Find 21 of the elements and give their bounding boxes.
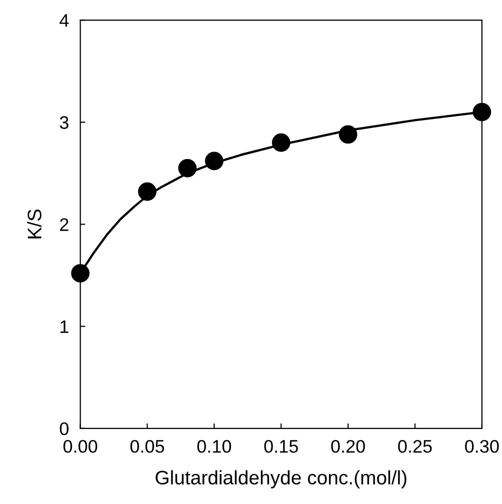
point: [472, 102, 492, 122]
y-axis-title: K/S: [27, 210, 42, 238]
x-tick-label: 0.15: [264, 440, 298, 453]
x-tick-label: 0.00: [63, 440, 98, 453]
y-tick-label: 4: [60, 14, 69, 27]
x-tick-label: 0.30: [465, 440, 499, 453]
y-tick-label: 3: [60, 116, 68, 129]
x-tick-label: 0.10: [197, 440, 232, 453]
point: [71, 264, 90, 282]
point: [204, 152, 224, 170]
point: [272, 133, 290, 152]
point: [338, 125, 358, 144]
x-tick-label: 0.05: [130, 440, 164, 453]
y-tick-label: 0: [60, 422, 69, 436]
y-tick-label: 2: [60, 218, 68, 231]
x-axis-title: Glutardialdehyde conc.(mol/l): [156, 470, 406, 488]
point: [178, 158, 197, 178]
point: [138, 182, 156, 201]
y-tick-label: 1: [60, 320, 68, 333]
x-tick-label: 0.25: [398, 440, 432, 453]
x-tick-label: 0.20: [331, 440, 365, 453]
